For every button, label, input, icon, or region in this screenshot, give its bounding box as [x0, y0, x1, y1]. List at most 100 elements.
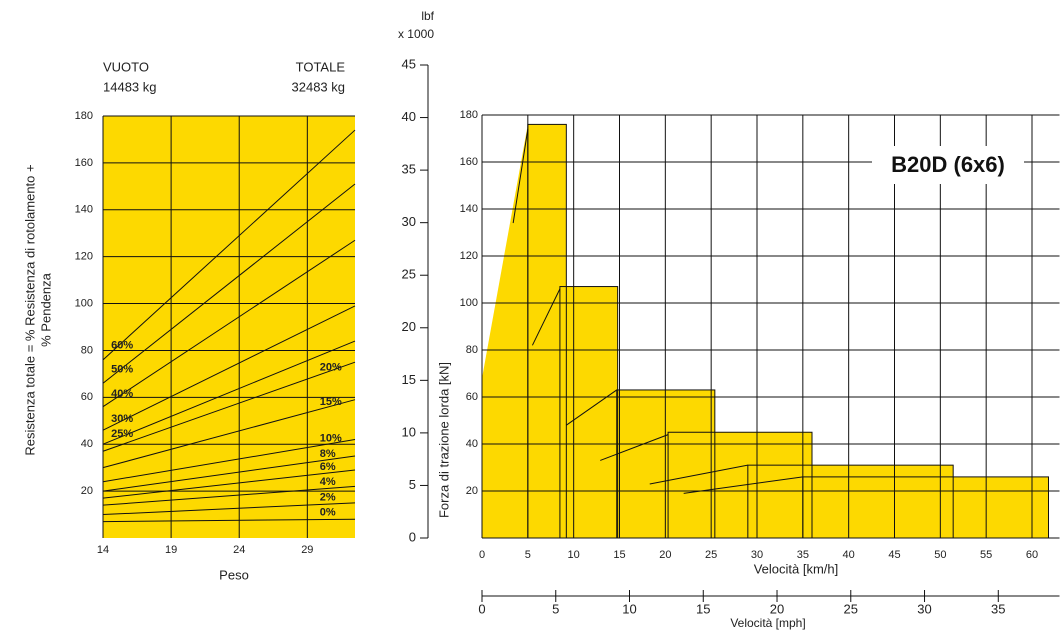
grade-label: 8%: [320, 448, 336, 460]
x-tick-label: 24: [233, 544, 245, 556]
shift-line: [649, 464, 748, 485]
y2-axis-label: x 1000: [398, 27, 434, 41]
grade-line: [102, 518, 356, 523]
grade-label: 25%: [111, 428, 133, 440]
x-tick-label: 25: [705, 549, 717, 561]
x-axis-label: Peso: [219, 567, 249, 582]
y-tick-label: 120: [75, 251, 93, 263]
x2-tick-label: 5: [552, 601, 559, 616]
grade-label: 20%: [320, 362, 342, 374]
y-tick-label: 180: [460, 109, 478, 121]
top-label: TOTALE: [296, 59, 346, 74]
grade-line: [102, 439, 356, 483]
y2-tick-label: 30: [402, 214, 416, 229]
grade-label: 15%: [320, 396, 342, 408]
shift-line: [683, 476, 803, 494]
y2-tick-label: 15: [402, 372, 416, 387]
grade-line: [102, 340, 356, 445]
y-tick-label: 140: [460, 203, 478, 215]
x-tick-label: 15: [613, 549, 625, 561]
shift-line: [512, 129, 529, 224]
y-tick-label: 80: [466, 344, 478, 356]
gear-outline: [527, 123, 567, 539]
top-label: VUOTO: [103, 59, 149, 74]
top-label: 14483 kg: [103, 79, 157, 94]
x-tick-label: 19: [165, 544, 177, 556]
badge-box: [872, 146, 1024, 184]
x2-tick-label: 0: [478, 601, 485, 616]
y2-tick-label: 25: [402, 267, 416, 282]
y-tick-label: 100: [75, 297, 93, 309]
y-axis-label: % Pendenza: [38, 272, 53, 346]
x2-tick-label: 10: [622, 601, 636, 616]
x-tick-label: 20: [659, 549, 671, 561]
y-tick-label: 20: [466, 485, 478, 497]
shift-line: [600, 434, 669, 461]
x2-tick-label: 35: [991, 601, 1005, 616]
shift-line: [531, 288, 561, 346]
x-tick-label: 5: [525, 549, 531, 561]
x-tick-label: 0: [479, 549, 485, 561]
y-tick-label: 160: [75, 157, 93, 169]
x2-tick-label: 20: [770, 601, 784, 616]
grade-label: 60%: [111, 339, 133, 351]
grade-line: [102, 129, 356, 361]
gear-bar: [559, 286, 618, 538]
y-axis-label: Forza di trazione lorda [kN]: [436, 362, 451, 518]
grade-label: 0%: [320, 506, 336, 518]
grade-line: [102, 183, 356, 384]
y-tick-label: 160: [460, 156, 478, 168]
y-tick-label: 60: [81, 391, 93, 403]
shift-line: [566, 389, 618, 426]
x-axis-label: Velocità [km/h]: [754, 561, 839, 576]
x-tick-label: 50: [934, 549, 946, 561]
y-tick-label: 20: [81, 485, 93, 497]
x-tick-label: 35: [797, 549, 809, 561]
y2-tick-label: 40: [402, 109, 416, 124]
x-tick-label: 55: [980, 549, 992, 561]
grade-label: 4%: [320, 476, 336, 488]
gear-outline: [667, 431, 813, 539]
x2-tick-label: 30: [917, 601, 931, 616]
y-tick-label: 180: [75, 110, 93, 122]
grade-label: 40%: [111, 388, 133, 400]
gear-outline: [616, 389, 716, 539]
grade-line: [102, 469, 356, 499]
grade-line: [102, 485, 356, 506]
x-tick-label: 29: [301, 544, 313, 556]
grade-line: [102, 502, 356, 516]
grade-line: [102, 361, 356, 452]
y2-tick-label: 10: [402, 424, 416, 439]
x-tick-label: 14: [97, 544, 109, 556]
grade-line: [102, 399, 356, 469]
gear-outline: [559, 286, 619, 539]
y2-tick-label: 35: [402, 162, 416, 177]
x-tick-label: 60: [1026, 549, 1038, 561]
y2-tick-label: 45: [402, 56, 416, 71]
y-tick-label: 40: [81, 438, 93, 450]
y-tick-label: 40: [466, 438, 478, 450]
x-tick-label: 10: [568, 549, 580, 561]
top-label: 32483 kg: [292, 79, 346, 94]
y-tick-label: 60: [466, 391, 478, 403]
gear-outline: [802, 476, 1049, 539]
grade-label: 30%: [111, 413, 133, 425]
y2-tick-label: 20: [402, 319, 416, 334]
grade-line: [102, 305, 356, 431]
grade-line: [102, 239, 356, 408]
x-tick-label: 45: [888, 549, 900, 561]
x2-tick-label: 15: [696, 601, 710, 616]
grade-label: 6%: [320, 461, 336, 473]
x2-tick-label: 25: [844, 601, 858, 616]
y-tick-label: 100: [460, 297, 478, 309]
y-axis-label: Resistenza totale = % Resistenza di roto…: [22, 164, 37, 455]
grade-label: 10%: [320, 432, 342, 444]
grade-line: [102, 455, 356, 492]
y-tick-label: 80: [81, 344, 93, 356]
y2-axis-label: lbf: [421, 9, 434, 23]
gear-bar: [802, 476, 1049, 538]
y2-tick-label: 0: [409, 529, 416, 544]
model-badge: B20D (6x6): [891, 152, 1005, 177]
grade-label: 50%: [111, 364, 133, 376]
